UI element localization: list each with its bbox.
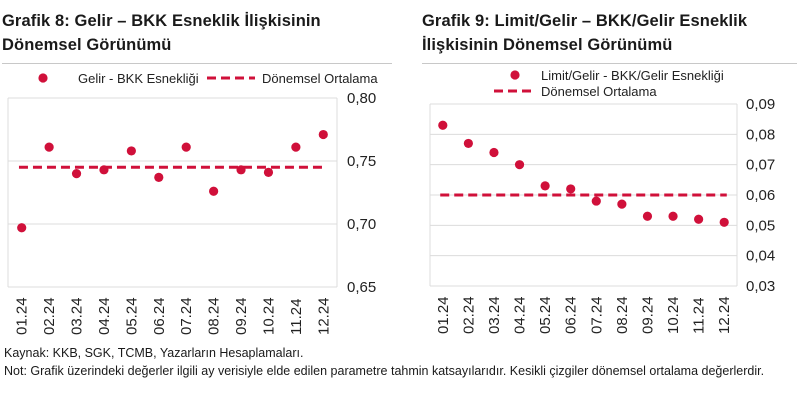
y-tick-label: 0,80 (347, 90, 376, 107)
data-point (694, 214, 704, 224)
x-tick-label: 09.24 (639, 296, 656, 334)
data-point (181, 142, 191, 152)
chart-panel-right: Grafik 9: Limit/Gelir – BKK/Gelir Esnekl… (420, 0, 800, 334)
x-tick-label: 07.24 (588, 296, 605, 334)
x-tick-label: 03.24 (486, 296, 503, 334)
data-point (44, 142, 54, 152)
legend-label-points: Gelir - BKK Esnekliği (78, 71, 199, 86)
x-tick-label: 06.24 (563, 296, 580, 334)
chart-title-left: Grafik 8: Gelir – BKK Esneklik İlişkisin… (2, 9, 400, 57)
y-tick-label: 0,07 (746, 157, 775, 174)
data-point (668, 211, 678, 221)
x-tick-label: 12.24 (716, 296, 733, 334)
x-tick-label: 10.24 (665, 296, 682, 334)
x-tick-label: 04.24 (96, 297, 113, 335)
data-point (318, 129, 328, 140)
chart-left: 0,65 0,70 0,75 0,80 01.24 02.24 03.24 04.24 05.2… (7, 71, 378, 335)
chart-title-right: Grafik 9: Limit/Gelir – BKK/Gelir Esnekl… (422, 9, 800, 57)
data-point (463, 138, 473, 149)
data-point (17, 223, 27, 233)
x-tick-label: 04.24 (512, 296, 529, 334)
data-point (126, 146, 136, 156)
y-tick-label: 0,09 (746, 96, 775, 113)
x-tick-label: 12.24 (315, 297, 332, 335)
y-tick-label: 0,04 (746, 248, 775, 265)
legend-label-average: Dönemsel Ortalama (262, 71, 378, 86)
legend-marker-points (510, 70, 520, 80)
notes: Kaynak: KKB, SGK, TCMB, Yazarların Hesap… (4, 344, 794, 380)
chart-right: 0,03 0,04 0,05 0,06 0,07 0,08 0,09 01.24 02.24 03… (429, 68, 775, 334)
x-tick-label: 09.24 (233, 297, 250, 335)
y-tick-label: 0,06 (746, 187, 775, 204)
explanation-note: Not: Grafik üzerindeki değerler ilgili a… (4, 364, 765, 378)
y-tick-label: 0,05 (746, 217, 775, 234)
chart-panel-left: Grafik 8: Gelir – BKK Esneklik İlişkisin… (0, 0, 400, 335)
x-tick-label: 02.24 (460, 296, 477, 334)
x-tick-label: 10.24 (260, 297, 277, 335)
legend-label-average: Dönemsel Ortalama (541, 84, 657, 99)
x-tick-label: 05.24 (537, 296, 554, 334)
data-point (719, 217, 729, 227)
data-point (642, 211, 653, 221)
data-point (263, 167, 274, 177)
x-tick-label: 01.24 (435, 296, 452, 334)
legend-label-points: Limit/Gelir - BKK/Gelir Esnekliği (541, 68, 724, 83)
source-note: Kaynak: KKB, SGK, TCMB, Yazarların Hesap… (4, 346, 304, 360)
x-tick-label: 03.24 (69, 297, 86, 335)
x-tick-label: 08.24 (206, 297, 223, 335)
title-rule-right (422, 63, 797, 64)
y-tick-label: 0,70 (347, 216, 376, 233)
chart-title-right-line2: İlişkisinin Dönemsel Görünümü (422, 36, 673, 54)
data-point (291, 142, 301, 152)
data-point (617, 199, 627, 209)
data-point (566, 184, 576, 194)
x-tick-label: 01.24 (14, 297, 31, 335)
x-tick-label: 08.24 (614, 296, 631, 334)
data-point (514, 160, 525, 170)
data-point (236, 165, 246, 175)
x-tick-label: 11.24 (288, 299, 305, 335)
x-tick-label: 07.24 (178, 297, 195, 335)
y-tick-label: 0,65 (347, 279, 376, 296)
x-tick-label: 02.24 (41, 297, 58, 335)
x-tick-label: 05.24 (123, 297, 140, 335)
chart-title-right-line1: Grafik 9: Limit/Gelir – BKK/Gelir Esnekl… (422, 12, 748, 30)
data-point (99, 165, 109, 175)
x-tick-label: 06.24 (151, 297, 168, 335)
data-point (540, 181, 550, 191)
title-rule-left (2, 63, 392, 64)
data-point (489, 147, 499, 158)
y-tick-label: 0,03 (746, 278, 775, 295)
data-point (71, 169, 82, 179)
chart-title-left-line1: Grafik 8: Gelir – BKK Esneklik İlişkisin… (2, 12, 321, 30)
data-point (591, 196, 601, 206)
data-point (209, 186, 219, 196)
x-tick-label: 11.24 (691, 298, 708, 334)
legend-marker-points (38, 73, 48, 83)
y-tick-label: 0,08 (746, 126, 775, 143)
data-point (438, 120, 448, 130)
y-tick-label: 0,75 (347, 153, 376, 170)
data-point (154, 172, 164, 182)
chart-title-left-line2: Dönemsel Görünümü (2, 36, 172, 54)
